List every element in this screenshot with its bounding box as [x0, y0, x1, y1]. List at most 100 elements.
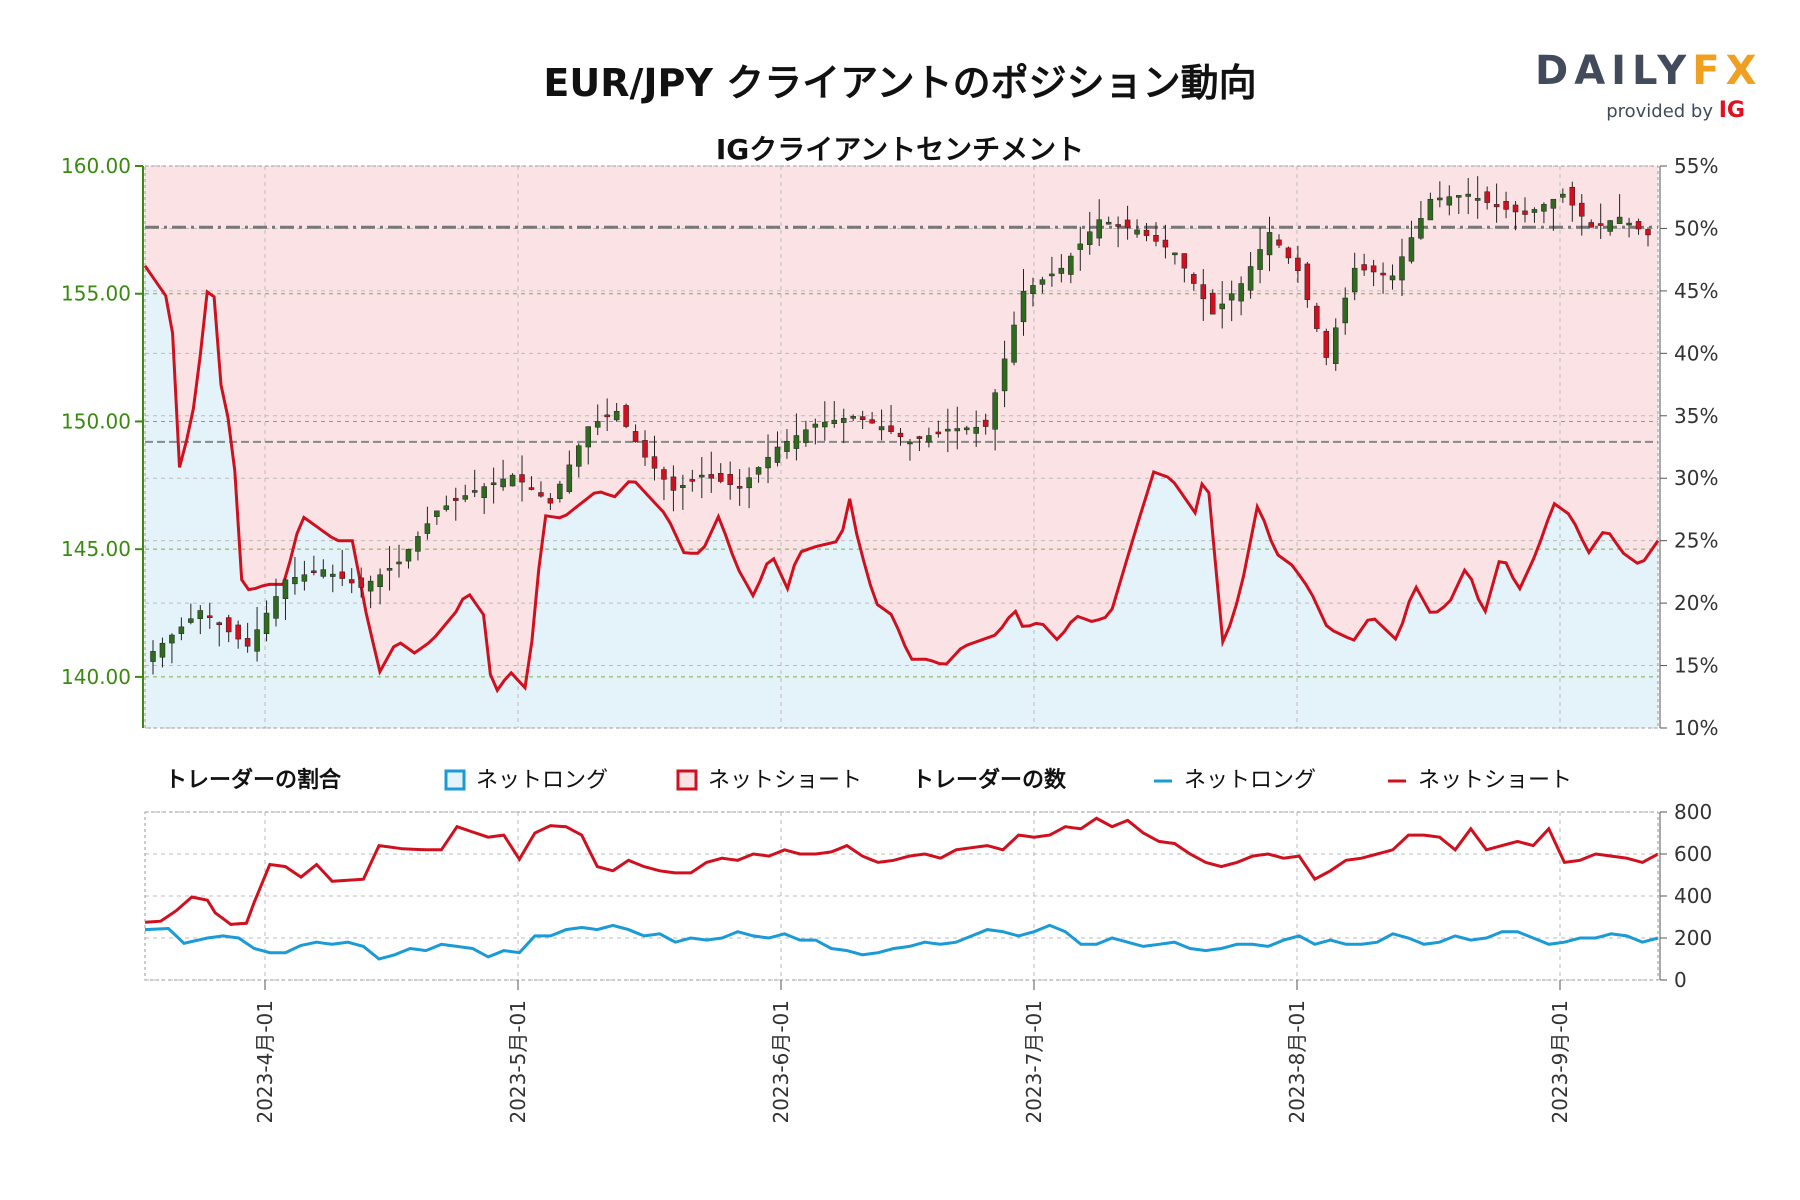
count-lines	[144, 816, 1659, 961]
candlesticks	[150, 176, 1651, 675]
candle-body	[1616, 216, 1623, 224]
candle-body	[1560, 193, 1566, 198]
candle-body	[840, 418, 847, 423]
candle-body	[585, 426, 592, 448]
percent-tick-label: 50%	[1674, 216, 1718, 240]
price-tick-label: 150.00	[61, 409, 131, 433]
sentiment-line-group	[143, 265, 1660, 694]
candle-body	[462, 495, 468, 500]
candle-body	[1068, 255, 1074, 275]
candle-body	[1058, 267, 1065, 274]
candle-body	[850, 416, 856, 419]
candle-body	[311, 570, 317, 574]
logo-ig: IG	[1718, 98, 1745, 123]
candle-body	[150, 651, 156, 662]
candle-body	[613, 410, 620, 421]
candle-body	[330, 573, 336, 577]
candle-body	[282, 579, 289, 599]
candle-body	[1399, 256, 1405, 281]
candle-body	[1607, 220, 1613, 232]
candle-body	[235, 624, 241, 640]
bottom-frame	[144, 811, 1659, 981]
date-tick-label: 2023-4月-01	[253, 1000, 277, 1124]
top-grid	[145, 165, 1658, 729]
net-short-share-line	[143, 265, 1660, 694]
candle-body	[651, 456, 658, 469]
candle-body	[1181, 253, 1188, 269]
candle-body	[1191, 274, 1197, 284]
percent-axis: 10% 15% 20% 25% 30% 35% 40% 45% 50% 55%	[1659, 154, 1718, 740]
candle-body	[727, 473, 733, 485]
candle-body	[348, 579, 355, 584]
percent-tick-label: 30%	[1674, 466, 1718, 490]
candle-body	[169, 634, 175, 644]
candle-body	[831, 419, 838, 424]
candle-body	[793, 435, 800, 449]
candle-body	[1257, 249, 1263, 270]
percent-tick-label: 55%	[1674, 154, 1718, 178]
candle-body	[1427, 198, 1434, 221]
candle-body	[774, 446, 781, 463]
candle-body	[547, 498, 554, 504]
candle-body	[1172, 252, 1178, 256]
candle-body	[859, 416, 866, 421]
legend-net-long-box[interactable]	[444, 769, 466, 791]
candle-body	[481, 486, 487, 498]
candle-body	[1550, 198, 1557, 209]
candle-body	[519, 474, 525, 483]
candle-body	[1484, 191, 1490, 203]
percent-tick-label: 10%	[1674, 716, 1718, 740]
count-tick-label: 0	[1674, 968, 1687, 992]
candle-body	[1200, 284, 1207, 300]
candle-body	[424, 523, 431, 534]
candle-body	[434, 510, 440, 517]
candle-body	[471, 490, 478, 493]
candle-body	[869, 419, 875, 424]
price-sentiment-panel: 140.00 145.00 150.00 155.00 160.00 10% 15% 20%…	[61, 154, 1718, 740]
candle-body	[878, 426, 885, 431]
candle-body	[1512, 204, 1519, 213]
candle-body	[367, 580, 374, 592]
candle-body	[1124, 219, 1131, 228]
date-tick-label: 2023-5月-01	[506, 1000, 530, 1124]
candle-body	[1493, 204, 1500, 208]
candle-body	[320, 569, 327, 577]
candle-body	[405, 548, 412, 562]
candle-body	[453, 497, 459, 501]
candle-body	[263, 612, 270, 634]
net-long-area	[145, 265, 1658, 728]
candle-body	[159, 642, 166, 658]
candle-body	[982, 419, 989, 427]
date-tick-label: 2023-9月-01	[1548, 1000, 1572, 1124]
candle-body	[500, 478, 506, 488]
candle-body	[708, 474, 715, 479]
count-tick-label: 400	[1674, 884, 1712, 908]
candle-body	[604, 414, 610, 418]
candle-body	[1134, 229, 1140, 235]
candle-body	[1380, 272, 1386, 276]
dailyfx-logo[interactable]: DAILYFX provided by IG	[1535, 48, 1756, 128]
percent-tick-label: 40%	[1674, 341, 1718, 365]
candle-body	[1408, 237, 1415, 262]
candle-body	[1266, 232, 1273, 256]
candle-body	[207, 615, 213, 618]
legend-net-long-label: ネットロング	[476, 768, 608, 793]
candle-body	[538, 492, 544, 497]
percent-tick-label: 25%	[1674, 529, 1718, 553]
candle-body	[244, 638, 251, 647]
candle-body	[339, 571, 345, 579]
candle-body	[897, 432, 904, 438]
candle-body	[992, 392, 998, 430]
candle-body	[1001, 358, 1008, 392]
candle-body	[1247, 266, 1254, 291]
candle-body	[1389, 275, 1396, 281]
candle-body	[188, 618, 194, 623]
candle-body	[377, 574, 383, 588]
candle-body	[973, 426, 979, 434]
candle-body	[1162, 239, 1169, 248]
candle-body	[689, 479, 696, 482]
legend-net-short-box[interactable]	[676, 769, 698, 791]
candle-body	[1541, 204, 1547, 212]
percent-tick-label: 15%	[1674, 654, 1718, 678]
